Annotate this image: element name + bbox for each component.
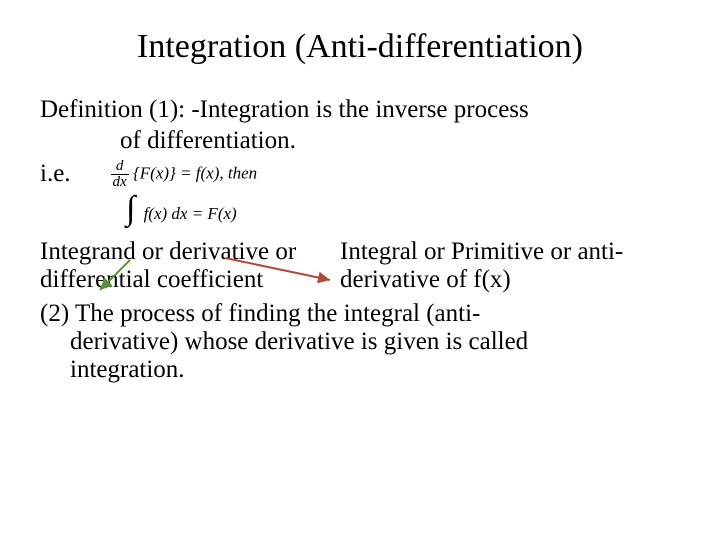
formula-derivative-body: {F(x)} = f(x), then: [133, 163, 257, 182]
definition-2-line-1: (2) The process of finding the integral …: [40, 300, 680, 328]
definition-1: Definition (1): -Integration is the inve…: [40, 94, 680, 157]
formula-integral: ∫ f(x) dx = F(x): [126, 192, 237, 226]
definition-2: (2) The process of finding the integral …: [40, 300, 680, 384]
formula-integral-row: ∫ f(x) dx = F(x): [126, 192, 680, 226]
label-integrand-line-2: differential coefficient: [40, 266, 340, 294]
label-integrand: Integrand or derivative or differential …: [40, 238, 340, 294]
label-integral-line-2: derivative of f(x): [340, 266, 680, 294]
definition-2-line-3: integration.: [70, 356, 680, 384]
label-integral: Integral or Primitive or anti- derivativ…: [340, 238, 680, 294]
fraction: d dx: [111, 159, 129, 190]
label-integral-line-1: Integral or Primitive or anti-: [340, 238, 680, 266]
definition-1-line-1: Definition (1): -Integration is the inve…: [40, 94, 680, 125]
definition-2-line-2: derivative) whose derivative is given is…: [70, 328, 680, 356]
annotation-labels: Integrand or derivative or differential …: [40, 238, 680, 294]
formula-derivative: d dx {F(x)} = f(x), then: [111, 159, 258, 190]
fraction-denominator: dx: [111, 175, 129, 190]
definition-1-line-2: of differentiation.: [120, 125, 680, 156]
fraction-numerator: d: [111, 159, 129, 175]
ie-label: i.e.: [40, 160, 71, 188]
integral-sign: ∫: [126, 190, 135, 227]
page-title: Integration (Anti-differentiation): [40, 28, 680, 66]
formula-integral-body: f(x) dx = F(x): [144, 204, 237, 223]
ie-row: i.e. d dx {F(x)} = f(x), then: [40, 159, 680, 190]
label-integrand-line-1: Integrand or derivative or: [40, 238, 340, 266]
